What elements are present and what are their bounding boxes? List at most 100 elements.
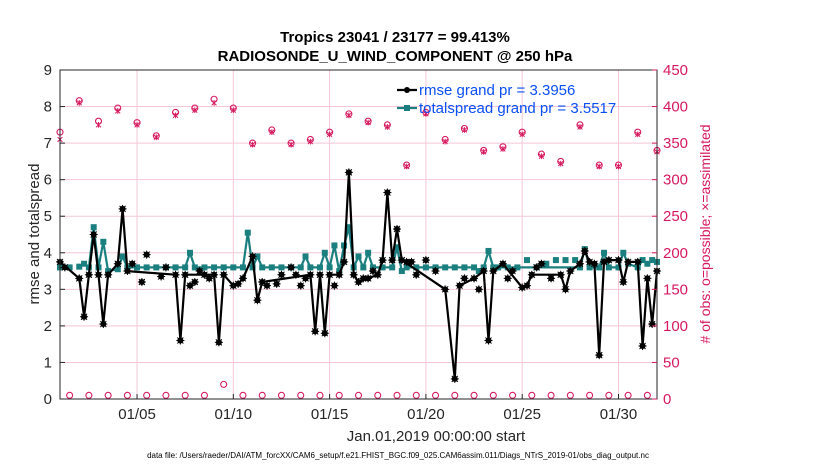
totalspread-point xyxy=(615,264,622,271)
rmse-point-star xyxy=(614,256,623,265)
rmse-point-star xyxy=(460,274,469,283)
rmse-point-star xyxy=(128,259,137,268)
rmse-point-star xyxy=(633,257,642,266)
rmse-point-star xyxy=(575,259,584,268)
totalspread-point xyxy=(562,257,569,264)
obs-assimilated-point xyxy=(288,141,294,148)
totalspread-point xyxy=(596,264,603,271)
rmse-point-star xyxy=(648,320,657,329)
rmse-point-star xyxy=(320,329,329,338)
totalspread-point xyxy=(182,264,189,271)
totalspread-point xyxy=(485,247,492,254)
obs-possible-point xyxy=(412,391,420,399)
rmse-point-star xyxy=(234,279,243,288)
rmse-point-star xyxy=(296,281,305,290)
totalspread-point xyxy=(90,224,97,231)
rmse-point-star xyxy=(474,285,483,294)
obs-assimilated-point xyxy=(211,100,217,106)
y-tick-label: 0 xyxy=(44,391,52,408)
rmse-point-star xyxy=(393,225,402,234)
rmse-point-star xyxy=(335,270,344,279)
legend-totalspread-label: totalspread grand pr = 3.5517 xyxy=(419,100,616,117)
y-tick-label: 1 xyxy=(44,354,52,371)
rmse-point-star xyxy=(412,270,421,279)
rmse-point-star xyxy=(258,278,267,287)
x-tick-label: 01/25 xyxy=(503,406,541,423)
totalspread-point xyxy=(471,264,478,271)
rmse-point-star xyxy=(508,267,517,276)
totalspread-point xyxy=(100,238,107,245)
rmse-point-star xyxy=(590,259,599,268)
obs-possible-point xyxy=(586,391,594,399)
rmse-point-star xyxy=(518,283,527,292)
totalspread-point xyxy=(201,264,208,271)
obs-possible-point xyxy=(335,391,343,399)
totalspread-point xyxy=(586,264,593,271)
totalspread-point xyxy=(307,264,314,271)
totalspread-point xyxy=(524,257,531,264)
obs-assimilated-point xyxy=(76,100,83,106)
rmse-point-star xyxy=(421,256,430,265)
obs-possible-point xyxy=(470,391,478,399)
y-tick-label: 7 xyxy=(44,135,52,152)
totalspread-point xyxy=(543,260,550,267)
rmse-point-star xyxy=(176,336,185,345)
totalspread-point xyxy=(504,264,511,271)
obs-possible-point xyxy=(162,391,170,399)
rmse-point-star xyxy=(455,281,464,290)
y-tick-label: 9 xyxy=(44,62,52,79)
rmse-point-star xyxy=(210,270,219,279)
obs-possible-point xyxy=(66,391,74,399)
rmse-point-star xyxy=(291,270,300,279)
y2-axis-label: # of obs: o=possible; ×=assimilated xyxy=(697,124,713,343)
totalspread-point xyxy=(220,264,227,271)
totalspread-point xyxy=(239,264,246,271)
rmse-point-star xyxy=(359,274,368,283)
rmse-point-star xyxy=(142,250,151,259)
totalspread-point xyxy=(620,249,627,256)
obs-possible-series xyxy=(56,95,661,399)
totalspread-point xyxy=(302,253,309,260)
rmse-point-star xyxy=(349,270,358,279)
totalspread-point xyxy=(379,264,386,271)
obs-possible-point xyxy=(643,391,651,399)
obs-possible-point xyxy=(143,391,151,399)
y2-tick-label: 150 xyxy=(663,281,688,298)
y2-tick-label: 350 xyxy=(663,135,688,152)
obs-assimilated-point xyxy=(365,119,371,126)
y2-tick-label: 50 xyxy=(663,354,680,371)
totalspread-point xyxy=(66,264,73,271)
rmse-point-star xyxy=(60,263,69,272)
rmse-point-star xyxy=(407,257,416,266)
totalspread-point xyxy=(249,264,256,271)
y-tick-label: 6 xyxy=(44,172,52,189)
obs-assimilated-point xyxy=(172,112,179,119)
rmse-point-star xyxy=(364,274,373,283)
rmse-point-star xyxy=(200,270,209,279)
rmse-point-star xyxy=(306,270,315,279)
plot-background xyxy=(60,70,657,399)
totalspread-point xyxy=(644,260,651,267)
totalspread-point xyxy=(355,253,362,260)
rmse-point-star xyxy=(75,274,84,283)
totalspread-point xyxy=(268,264,275,271)
legend: rmse grand pr = 3.3956 totalspread grand… xyxy=(397,82,616,117)
totalspread-point xyxy=(475,268,482,275)
obs-possible-point xyxy=(431,391,440,399)
rmse-point-star xyxy=(388,256,397,265)
totalspread-point xyxy=(572,257,579,264)
rmse-point-star xyxy=(89,230,98,239)
obs-possible-point xyxy=(354,391,363,399)
obs-possible-point xyxy=(566,391,574,399)
rmse-point-star xyxy=(537,259,546,268)
obs-assimilated-point xyxy=(384,124,391,130)
rmse-point-star xyxy=(94,270,103,279)
totalspread-point xyxy=(413,264,420,271)
rmse-point-star xyxy=(441,285,450,294)
obs-assimilated-point xyxy=(192,107,198,114)
rmse-point-star xyxy=(450,374,459,383)
legend-rmse-label: rmse grand pr = 3.3956 xyxy=(419,82,575,99)
obs-assimilated-point xyxy=(346,112,352,119)
obs-possible-point xyxy=(528,391,536,399)
totalspread-point xyxy=(297,264,304,271)
